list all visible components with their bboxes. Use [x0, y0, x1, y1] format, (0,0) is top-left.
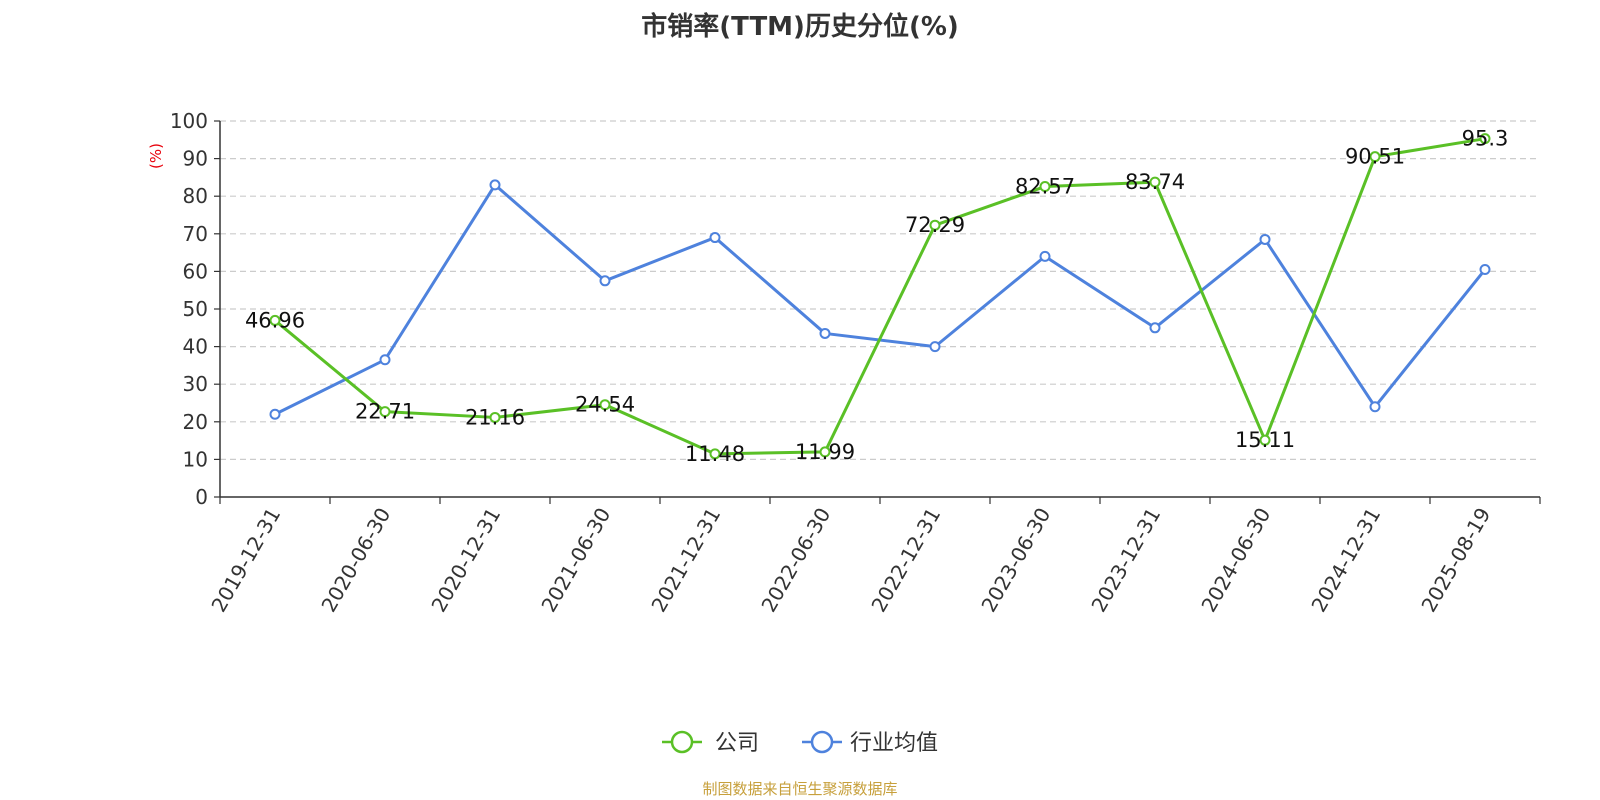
data-point: [929, 219, 941, 231]
data-point: [379, 354, 391, 366]
x-tick-label: 2020-06-30: [316, 504, 395, 617]
data-point: [1039, 181, 1051, 193]
x-tick-label: 2023-12-31: [1086, 504, 1165, 617]
y-tick-label: 100: [170, 109, 208, 133]
chart-title: 市销率(TTM)历史分位(%): [641, 12, 959, 42]
data-point: [1479, 264, 1491, 276]
data-label: 11.99: [795, 440, 855, 464]
x-tick-label: 2019-12-31: [206, 504, 285, 617]
x-tick-label: 2020-12-31: [426, 504, 505, 617]
data-label: 46.96: [245, 308, 305, 332]
x-tick-label: 2022-06-30: [756, 504, 835, 617]
data-label: 95.3: [1462, 127, 1509, 151]
data-point: [269, 314, 281, 326]
data-label: 22.71: [355, 400, 415, 424]
data-point: [1149, 176, 1161, 188]
data-point: [709, 448, 721, 460]
data-point: [489, 411, 501, 423]
y-tick-label: 10: [183, 447, 208, 471]
data-point: [819, 446, 831, 458]
data-label: 72.29: [905, 213, 965, 237]
series-line-0: [274, 137, 1486, 456]
data-point: [269, 408, 281, 420]
data-point: [819, 327, 831, 339]
legend-label: 公司: [715, 731, 759, 756]
series-line-1: [274, 183, 1487, 416]
data-label: 24.54: [575, 393, 635, 417]
legend-marker: [670, 730, 694, 754]
data-point: [1259, 233, 1271, 245]
x-tick-label: 2023-06-30: [976, 504, 1055, 617]
y-tick-label: 80: [183, 184, 208, 208]
y-tick-label: 20: [183, 410, 208, 434]
data-label: 21.16: [465, 405, 525, 429]
y-tick-label: 30: [183, 372, 208, 396]
x-tick-label: 2024-06-30: [1196, 504, 1275, 617]
y-tick-label: 60: [183, 259, 208, 283]
y-tick-label: 90: [183, 147, 208, 171]
data-point: [1259, 434, 1271, 446]
data-point: [1039, 250, 1051, 262]
x-tick-label: 2021-12-31: [646, 504, 725, 617]
legend-label: 行业均值: [850, 731, 938, 756]
data-point: [709, 232, 721, 244]
y-tick-label: 40: [183, 335, 208, 359]
data-point: [599, 275, 611, 287]
data-point: [929, 341, 941, 353]
y-axis-unit-label: (%): [147, 143, 165, 169]
data-label: 90.51: [1345, 145, 1405, 169]
data-label: 15.11: [1235, 428, 1295, 452]
x-tick-label: 2021-06-30: [536, 504, 615, 617]
data-point: [489, 179, 501, 191]
y-tick-label: 0: [195, 485, 208, 509]
y-tick-label: 50: [183, 297, 208, 321]
x-tick-label: 2022-12-31: [866, 504, 945, 617]
data-label: 11.48: [685, 442, 745, 466]
legend-marker: [810, 730, 834, 754]
data-point: [1479, 133, 1491, 145]
data-point: [599, 399, 611, 411]
x-tick-label: 2025-08-19: [1416, 504, 1495, 617]
data-point: [1149, 322, 1161, 334]
x-tick-label: 2024-12-31: [1306, 504, 1385, 617]
data-point: [1369, 401, 1381, 413]
data-point: [1369, 151, 1381, 163]
data-point: [379, 406, 391, 418]
data-source-note: 制图数据来自恒生聚源数据库: [702, 780, 898, 798]
data-label: 83.74: [1125, 170, 1185, 194]
data-label: 82.57: [1015, 175, 1075, 199]
y-tick-label: 70: [183, 222, 208, 246]
